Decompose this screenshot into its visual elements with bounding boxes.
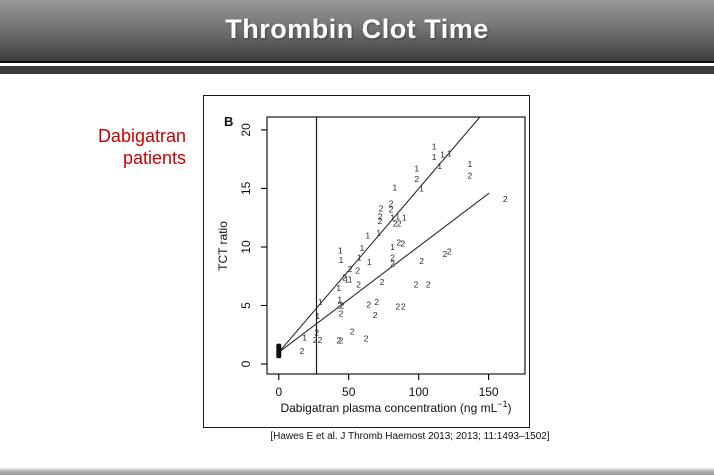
scatter-point: 1 xyxy=(315,311,320,321)
scatter-point: 2 xyxy=(364,333,369,343)
scatter-point: 2 xyxy=(389,205,394,215)
scatter-point: 2 xyxy=(350,326,355,336)
x-tick-label: 100 xyxy=(409,385,429,399)
scatter-point: 2 xyxy=(468,171,473,181)
scatter-point: 2 xyxy=(379,203,384,213)
scatter-point: 1 xyxy=(414,164,419,174)
group2-fit xyxy=(278,192,490,353)
scatter-point: 1 xyxy=(468,159,473,169)
footer-bar xyxy=(0,468,714,475)
tct-scatter-svg: B 0 50 100 150 0 5 10 15 20 Dabigatran plasma conc… xyxy=(216,114,526,415)
scatter-point: 1 xyxy=(440,150,445,160)
x-axis-title: Dabigatran plasma concentration (ng mL−1… xyxy=(280,399,511,415)
scatter-point: 2 xyxy=(300,346,305,356)
scatter-point: 2 xyxy=(378,212,383,222)
origin-cluster xyxy=(276,343,282,359)
side-label-dabigatran-patients: Dabigatran patients xyxy=(38,125,186,169)
scatter-point: 1 xyxy=(318,297,323,307)
scatter-point: 2 xyxy=(378,216,383,226)
scatter-point: 1 xyxy=(357,253,362,263)
scatter-point: 1 xyxy=(432,141,437,151)
scatter-point: 1 xyxy=(395,212,400,222)
scatter-point: 1 xyxy=(365,230,370,240)
scatter-point: 2 xyxy=(336,336,341,346)
scatter-point: 2 xyxy=(443,249,448,259)
scatter-point: 2 xyxy=(356,279,361,289)
scatter-point: 2 xyxy=(390,253,395,263)
scatter-point: 1 xyxy=(376,228,381,238)
separator-bar xyxy=(0,66,714,74)
scatter-point: 1 xyxy=(393,182,398,192)
scatter-point: 2 xyxy=(339,336,344,346)
scatter-point: 2 xyxy=(397,219,402,229)
scatter-point: 2 xyxy=(313,335,318,345)
scatter-point: 2 xyxy=(393,219,398,229)
scatter-point: 1 xyxy=(390,213,395,223)
scatter-point: 1 xyxy=(339,255,344,265)
scatter-point: 2 xyxy=(348,264,353,274)
scatter-point: 2 xyxy=(355,265,360,275)
scatter-point: 1 xyxy=(367,257,372,267)
side-label-line1: Dabigatran xyxy=(97,126,186,146)
scatter-point: 2 xyxy=(414,174,419,184)
y-tick-label: 0 xyxy=(239,360,253,367)
scatter-point: 1 xyxy=(344,275,349,285)
y-tick-label: 10 xyxy=(239,240,253,254)
scatter-point: 2 xyxy=(339,309,344,319)
y-tick-label: 15 xyxy=(239,181,253,195)
scatter-point: 2 xyxy=(318,335,323,345)
scatter-point: 2 xyxy=(395,302,400,312)
citation: [Hawes E et al. J Thromb Haemost 2013; 2… xyxy=(270,431,550,442)
scatter-point: 2 xyxy=(503,194,508,204)
scatter-point: 2 xyxy=(389,199,394,209)
group1-fit xyxy=(278,116,481,353)
scatter-point: 2 xyxy=(314,327,319,337)
scatter-point: 1 xyxy=(348,275,353,285)
scatter-point: 1 xyxy=(338,246,343,256)
y-axis-title: TCT ratio xyxy=(216,221,230,271)
scatter-point: 1 xyxy=(337,295,342,305)
scatter-point: 1 xyxy=(437,161,442,171)
scatter-point: 2 xyxy=(414,279,419,289)
slide-title: Thrombin Clot Time xyxy=(225,14,489,44)
y-tick-label: 20 xyxy=(239,123,253,137)
scatter-point: 1 xyxy=(390,242,395,252)
scatter-point: 2 xyxy=(373,310,378,320)
scatter-point: 1 xyxy=(336,283,341,293)
tct-scatter-chart: B 0 50 100 150 0 5 10 15 20 Dabigatran plasma conc… xyxy=(204,96,529,432)
scatter-point: 2 xyxy=(400,239,405,249)
scatter-point: 2 xyxy=(396,237,401,247)
scatter-point: 2 xyxy=(447,247,452,257)
scatter-point: 1 xyxy=(360,243,365,253)
figure-panel: B 0 50 100 150 0 5 10 15 20 Dabigatran plasma conc… xyxy=(203,95,530,428)
x-tick-label: 50 xyxy=(342,385,356,399)
side-label-line2: patients xyxy=(122,148,186,168)
scatter-point: 1 xyxy=(432,152,437,162)
scatter-point: 2 xyxy=(342,272,347,282)
x-tick-label: 150 xyxy=(479,385,499,399)
scatter-point: 2 xyxy=(401,302,406,312)
scatter-point: 2 xyxy=(340,301,345,311)
scatter-point: 2 xyxy=(419,256,424,266)
scatter-point: 2 xyxy=(426,279,431,289)
plot-border xyxy=(266,116,526,375)
title-bar: Thrombin Clot Time xyxy=(0,0,714,63)
scatter-point: 2 xyxy=(337,301,342,311)
scatter-point: 2 xyxy=(380,277,385,287)
scatter-point: 1 xyxy=(302,333,307,343)
scatter-point: 2 xyxy=(374,297,379,307)
panel-label: B xyxy=(224,114,233,129)
scatter-point: 1 xyxy=(402,213,407,223)
scatter-point: 1 xyxy=(419,183,424,193)
scatter-point: 2 xyxy=(390,258,395,268)
scatter-point: 2 xyxy=(366,299,371,309)
scatter-point: 1 xyxy=(447,148,452,158)
x-tick-label: 0 xyxy=(275,385,282,399)
y-tick-label: 5 xyxy=(239,302,253,309)
